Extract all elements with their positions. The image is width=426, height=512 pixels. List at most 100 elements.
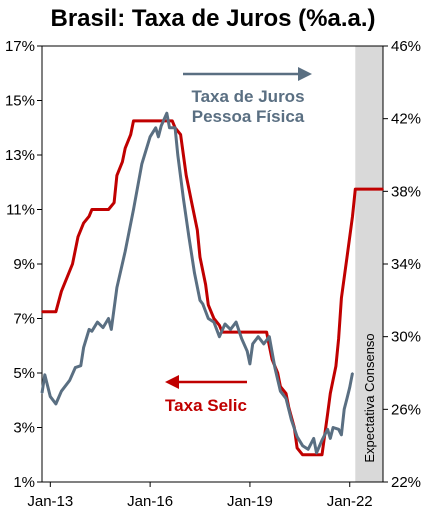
selic-rate-point [71,263,74,265]
personal-loan-rate-point [246,350,248,353]
selic-rate-point [113,201,115,204]
selic-rate-point [326,413,329,415]
y-right-tick-label: 38% [391,183,421,200]
selic-rate-point [88,215,90,218]
x-tick-label: Jan-16 [127,493,173,510]
personal-loan-rate-point [337,428,340,431]
selic-rate-point [285,392,287,395]
personal-loan-rate-point [207,317,210,320]
personal-loan-rate-point [160,125,163,127]
personal-loan-rate-point [201,303,204,305]
personal-loan-label-line1: Taxa de Juros [191,87,304,106]
y-right-tick-label: 34% [391,256,421,273]
selic-rate-point [116,174,118,177]
selic-rate-point [60,290,63,293]
personal-loan-rate-point [329,437,332,440]
selic-rate-point [185,174,187,177]
selic-rate-point [335,365,337,367]
personal-loan-rate-point [218,335,221,338]
personal-loan-rate-point [188,235,190,238]
personal-loan-rate-point [312,437,315,440]
y-right-tick-label: 26% [391,401,421,418]
selic-rate-point [129,133,132,136]
selic-rate-point [179,133,182,136]
selic-rate-point [218,324,221,327]
selic-rate-point [199,256,201,258]
selic-rate-point [91,208,93,211]
y-right-tick-label: 42% [391,111,421,128]
selic-rate-point [346,256,348,258]
personal-loan-rate-point [168,126,171,129]
selic-rate-point [329,392,332,395]
x-tick-label: Jan-19 [227,493,273,510]
personal-loan-rate-point [74,366,77,369]
selic-rate-point [41,310,43,313]
personal-loan-rate-point [149,136,151,138]
y-left-tick-label: 3% [13,420,35,437]
selic-rate-point [354,188,357,190]
selic-rate-point [301,453,304,456]
personal-loan-rate-point [116,286,118,289]
personal-loan-rate-point [257,335,260,338]
y-right-tick-label: 30% [391,329,421,346]
personal-loan-rate-point [102,326,104,329]
y-left-tick-label: 1% [13,474,35,491]
selic-rate-point [132,120,135,122]
selic-label: Taxa Selic [165,396,247,415]
selic-rate-point [213,317,215,320]
personal-loan-rate-point [307,448,309,451]
personal-loan-rate-point [249,363,251,365]
selic-rate-point [196,229,199,231]
personal-loan-rate-point [224,323,226,325]
personal-loan-rate-point [141,163,143,165]
personal-loan-rate-point [346,397,348,400]
personal-loan-rate-point [68,379,71,382]
x-tick-label: Jan-22 [327,493,373,510]
personal-loan-label-line2: Pessoa Física [192,107,305,126]
personal-loan-rate-point [343,408,345,411]
personal-loan-rate-point [132,208,135,211]
personal-loan-rate-point [268,335,271,338]
personal-loan-rate-point [49,395,52,398]
y-left-tick-label: 15% [5,93,35,110]
personal-loan-rate-point [251,343,254,345]
personal-loan-rate-point [326,428,329,431]
personal-loan-rate-point [165,112,168,115]
chart-title: Brasil: Taxa de Juros (%a.a.) [50,5,375,32]
selic-rate-point [182,154,185,156]
personal-loan-rate-point [296,435,298,438]
personal-loan-rate-point [285,397,287,400]
selic-rate-point [321,453,323,456]
y-left-tick-label: 11% [6,202,35,219]
personal-loan-rate-point [96,321,99,323]
personal-loan-rate-point [240,337,243,340]
personal-loan-rate-point [301,444,304,447]
personal-loan-rate-point [351,372,354,374]
personal-loan-rate-point [229,328,232,331]
personal-loan-rate-point [321,439,323,442]
selic-rate-point [207,304,210,306]
personal-loan-rate-point [80,364,82,367]
personal-loan-rate-point [235,321,237,323]
selic-rate-point [190,201,193,204]
selic-rate-point [382,188,384,190]
personal-loan-rate-point [182,197,185,200]
selic-rate-point [337,338,340,340]
personal-loan-rate-point [107,317,110,320]
selic-rate-point [107,208,110,211]
personal-loan-rate-point [82,346,85,349]
personal-loan-rate-point [41,392,43,394]
personal-loan-rate-point [43,374,46,376]
personal-loan-rate-point [193,272,196,274]
personal-loan-rate-point [174,126,176,129]
personal-loan-rate-point [55,403,57,405]
personal-loan-rate-point [60,390,63,392]
y-left-tick-label: 17% [5,38,35,55]
personal-loan-rate-point [279,390,282,392]
selic-rate-point [121,161,124,163]
y-right-tick-label: 22% [391,474,421,491]
selic-rate-point [66,276,68,279]
y-left-tick-label: 13% [5,147,35,164]
selic-rate-point [351,215,354,218]
